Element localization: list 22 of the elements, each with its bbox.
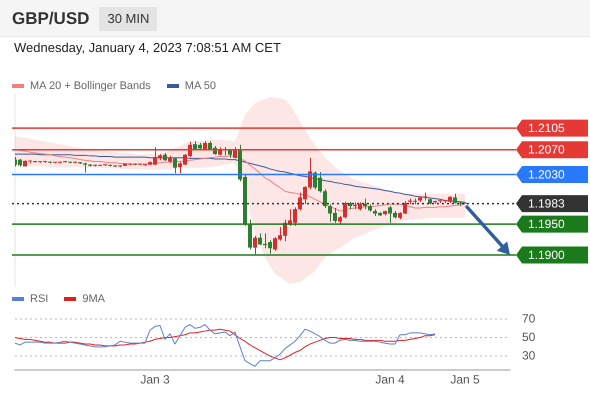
candlestick: [78, 162, 82, 164]
legend-label: RSI: [29, 293, 48, 305]
candlestick: [408, 198, 412, 205]
ref-line-label: 1.1950: [528, 216, 566, 231]
ref-line-label: 1.2105: [528, 120, 566, 135]
ref-line-label: 1.2070: [528, 142, 566, 157]
chart-title: GBP/USD: [12, 9, 90, 29]
y-tick-label: 30: [522, 348, 536, 362]
text: 30 MIN: [99, 7, 158, 31]
y-tick-label: 50: [522, 330, 536, 344]
candlestick: [433, 200, 437, 204]
legend-label: 9MA: [81, 293, 105, 305]
chart-subtitle: Wednesday, January 4, 2023 7:08:51 AM CET: [14, 40, 281, 55]
x-tick-label: Jan 4: [375, 372, 405, 387]
ref-line-label: 1.1900: [528, 248, 566, 262]
legend-label: MA 20 + Bollinger Bands: [29, 80, 151, 92]
ref-line-label: 1.2030: [528, 167, 566, 182]
legend-label: MA 50: [184, 80, 216, 92]
x-tick-label: Jan 5: [450, 372, 480, 387]
ref-line-label: 1.1983: [528, 196, 566, 210]
y-tick-label: 70: [522, 311, 536, 326]
x-tick-label: Jan 3: [140, 372, 170, 387]
